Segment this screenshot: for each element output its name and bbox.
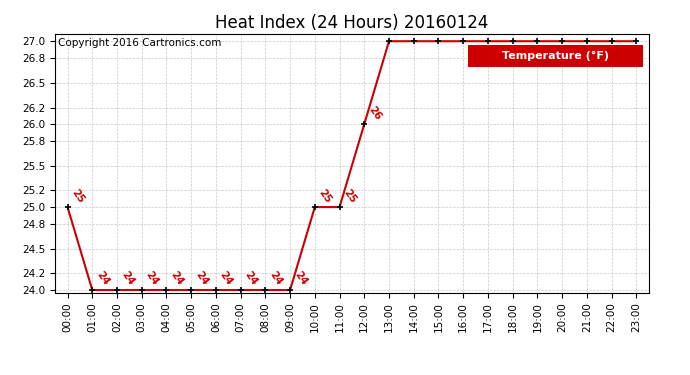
FancyBboxPatch shape xyxy=(468,45,642,68)
Text: 24: 24 xyxy=(193,270,210,288)
Text: Temperature (°F): Temperature (°F) xyxy=(502,51,609,62)
Text: 24: 24 xyxy=(119,270,135,288)
Text: 24: 24 xyxy=(292,270,308,288)
Text: 27: 27 xyxy=(490,21,506,39)
Text: 24: 24 xyxy=(144,270,160,288)
Text: 27: 27 xyxy=(415,21,432,39)
Text: Copyright 2016 Cartronics.com: Copyright 2016 Cartronics.com xyxy=(58,38,221,48)
Text: 24: 24 xyxy=(267,270,284,288)
Title: Heat Index (24 Hours) 20160124: Heat Index (24 Hours) 20160124 xyxy=(215,14,489,32)
Text: 26: 26 xyxy=(366,104,383,122)
Text: 24: 24 xyxy=(168,270,185,288)
Text: 27: 27 xyxy=(564,21,580,39)
Text: 27: 27 xyxy=(391,21,408,39)
Text: 25: 25 xyxy=(317,187,333,205)
Text: 24: 24 xyxy=(218,270,235,288)
Text: 25: 25 xyxy=(70,187,86,205)
Text: 24: 24 xyxy=(95,270,111,288)
Text: 27: 27 xyxy=(465,21,482,39)
Text: 27: 27 xyxy=(440,21,457,39)
Text: 27: 27 xyxy=(589,21,605,39)
Text: 27: 27 xyxy=(540,21,556,39)
Text: 25: 25 xyxy=(342,187,358,205)
Text: 27: 27 xyxy=(515,21,531,39)
Text: 27: 27 xyxy=(638,21,655,39)
Text: 27: 27 xyxy=(613,21,630,39)
Text: 24: 24 xyxy=(243,270,259,288)
